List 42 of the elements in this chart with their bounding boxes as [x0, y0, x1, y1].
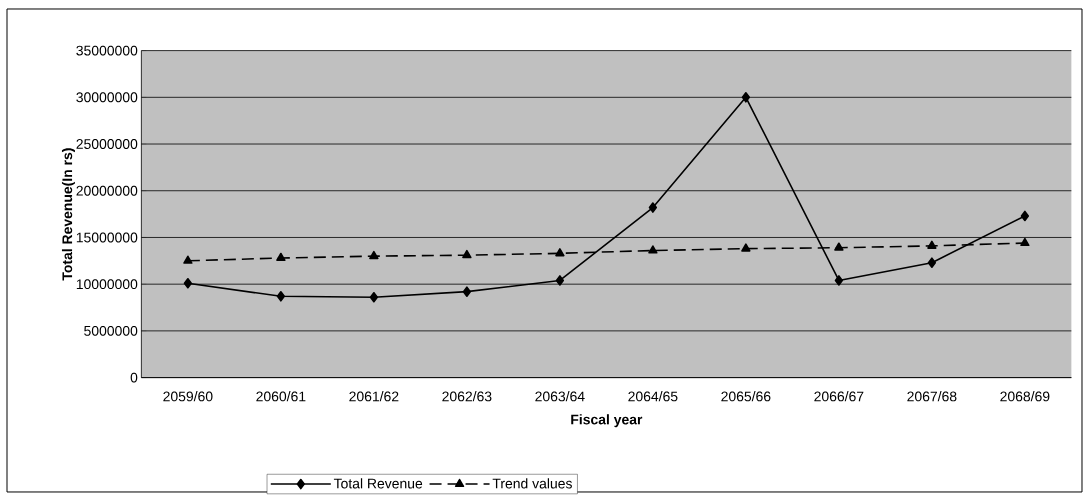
- point: [462, 249, 472, 259]
- point: [834, 242, 844, 251]
- point: [183, 255, 193, 264]
- point: [369, 250, 379, 260]
- y-tick-label: 35000000: [76, 45, 138, 56]
- x-tick-label: 2068/69: [1000, 391, 1050, 402]
- y-tick-label: 0: [130, 372, 138, 383]
- point: [369, 291, 379, 303]
- legend-label: Trend values: [492, 478, 572, 489]
- x-tick-label: 2065/66: [721, 391, 771, 402]
- point: [276, 291, 286, 302]
- x-tick-label: 2067/68: [907, 391, 957, 402]
- y-axis-title: Total Revenue(In rs): [61, 148, 75, 281]
- point: [648, 245, 658, 254]
- point: [927, 240, 937, 249]
- point: [183, 277, 193, 289]
- y-tick-label: 20000000: [76, 185, 138, 196]
- y-tick-label: 25000000: [76, 139, 138, 149]
- point: [834, 275, 844, 286]
- y-tick-label: 15000000: [76, 232, 138, 243]
- point: [555, 248, 565, 257]
- legend-label: Total Revenue: [333, 478, 423, 489]
- point: [741, 92, 751, 103]
- x-tick-label: 2064/65: [628, 391, 678, 402]
- point: [1020, 210, 1030, 222]
- y-tick-label: 10000000: [76, 279, 138, 290]
- x-tick-label: 2062/63: [442, 391, 492, 402]
- point: [1020, 237, 1030, 247]
- point: [276, 252, 286, 262]
- point: [462, 286, 472, 297]
- x-tick-label: 2059/60: [163, 391, 213, 402]
- x-axis-title: Fiscal year: [571, 414, 643, 428]
- point: [648, 202, 658, 213]
- x-tick-label: 2063/64: [535, 391, 585, 402]
- x-tick-label: 2061/62: [349, 391, 399, 402]
- x-tick-label: 2060/61: [256, 391, 306, 402]
- y-tick-label: 5000000: [84, 325, 138, 336]
- point: [927, 257, 937, 268]
- point: [741, 243, 751, 252]
- point: [555, 275, 565, 286]
- x-tick-label: 2066/67: [814, 391, 864, 402]
- y-tick-label: 30000000: [76, 92, 138, 103]
